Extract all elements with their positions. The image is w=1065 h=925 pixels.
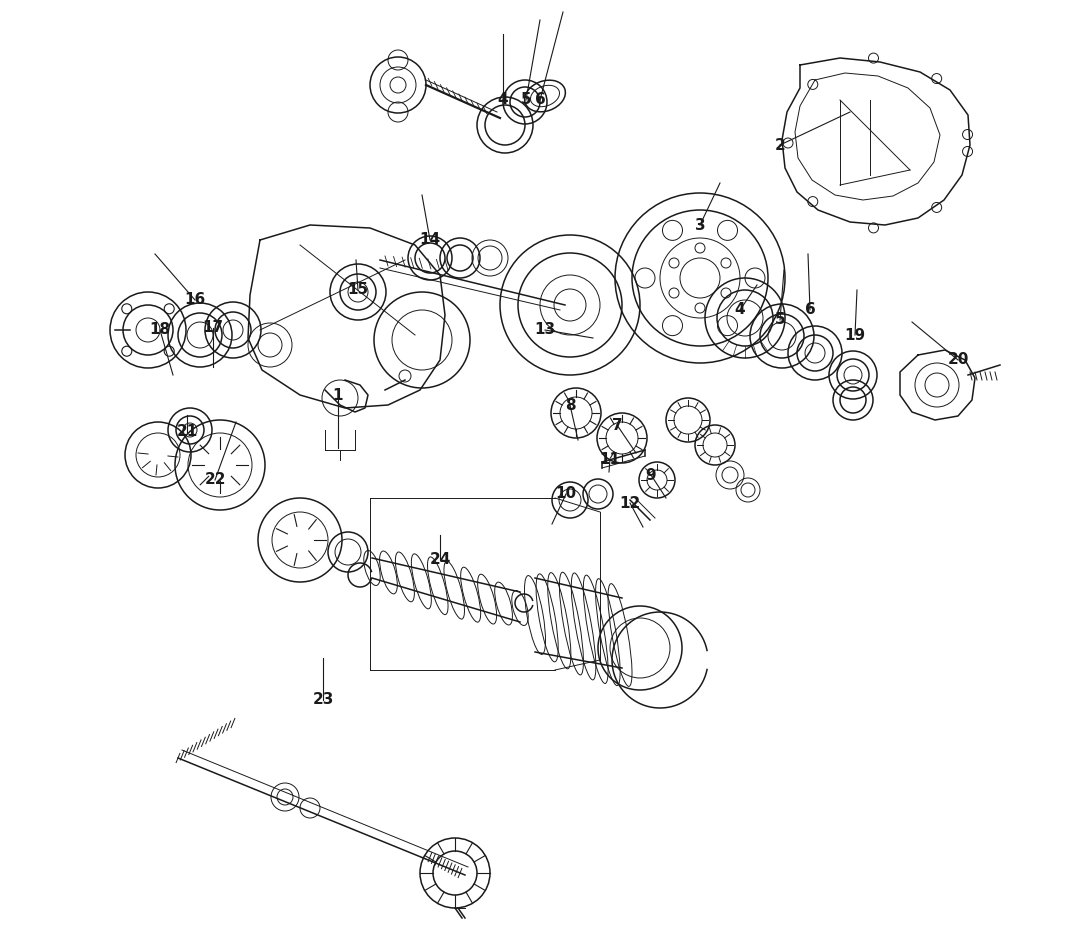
Text: 7: 7 [611,417,622,433]
Text: 10: 10 [556,487,576,501]
Text: 4: 4 [497,92,508,107]
Text: 16: 16 [184,292,206,307]
Text: 3: 3 [694,217,705,232]
Text: 21: 21 [177,425,198,439]
Text: 4: 4 [735,302,745,317]
Text: 8: 8 [564,398,575,413]
Text: 20: 20 [947,352,969,367]
Text: 5: 5 [521,92,531,107]
Text: 14: 14 [420,232,441,248]
Text: 9: 9 [645,467,656,483]
Text: 2: 2 [774,138,785,153]
Text: 5: 5 [774,313,785,327]
Text: 22: 22 [204,473,226,487]
Text: 19: 19 [845,327,866,342]
Text: 18: 18 [149,323,170,338]
Text: 17: 17 [202,320,224,336]
Text: 24: 24 [429,552,450,568]
Text: 23: 23 [312,693,333,708]
Text: 12: 12 [620,496,641,511]
Text: 6: 6 [805,302,816,317]
Text: 13: 13 [535,323,556,338]
Text: 6: 6 [535,92,545,107]
Text: 1: 1 [332,388,343,402]
Text: 11: 11 [600,451,621,466]
Text: 15: 15 [347,282,368,298]
